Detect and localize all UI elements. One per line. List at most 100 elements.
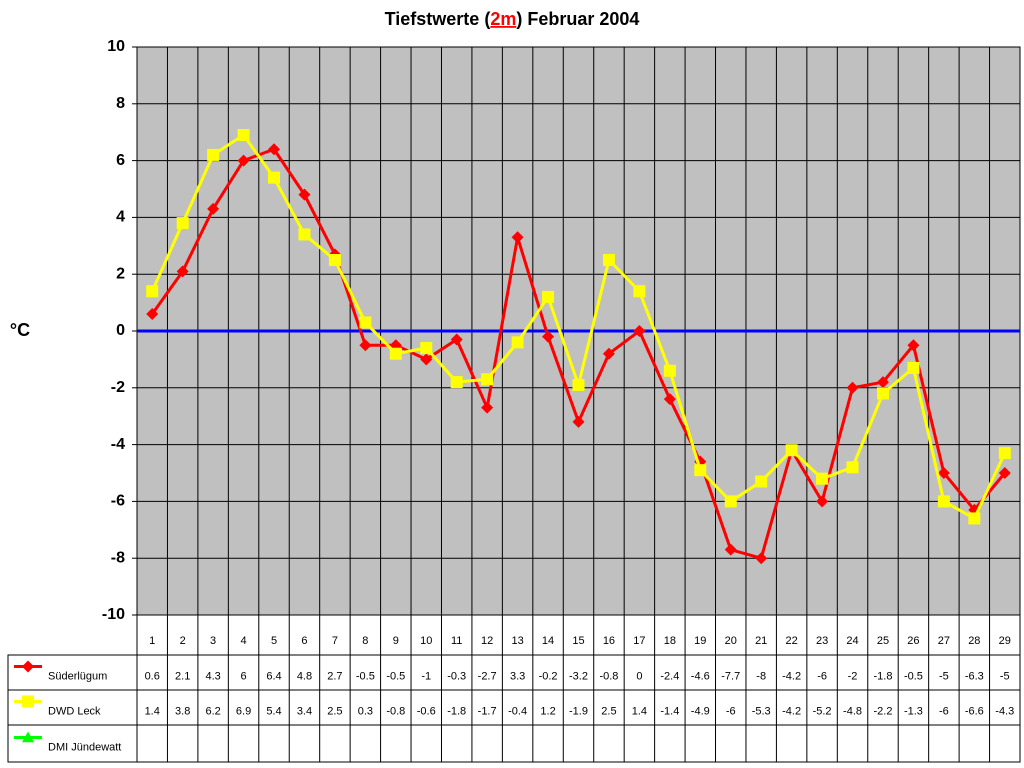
marker <box>724 495 737 508</box>
table-value: -8 <box>756 670 766 682</box>
table-value: -0.5 <box>904 670 923 682</box>
x-tick-label: 11 <box>451 635 462 647</box>
marker <box>755 552 768 565</box>
x-tick-label: 18 <box>664 635 676 647</box>
x-tick-label: 27 <box>938 635 950 647</box>
table-value: -0.6 <box>417 705 436 717</box>
marker <box>359 339 372 352</box>
legend-label: Süderlügum <box>48 670 107 682</box>
marker <box>511 336 524 349</box>
table-value: 6.9 <box>236 705 251 717</box>
table-value: 6.4 <box>266 670 281 682</box>
table-value: -6 <box>726 705 736 717</box>
table-value: 0.6 <box>145 670 160 682</box>
x-tick-label: 29 <box>999 635 1011 647</box>
table-value: 1.2 <box>540 705 555 717</box>
marker <box>724 543 737 556</box>
x-tick-label: 17 <box>633 635 645 647</box>
chart-title: Tiefstwerte (2m) Februar 2004 <box>385 9 640 29</box>
table-value: -5 <box>939 670 949 682</box>
marker <box>572 378 585 391</box>
marker <box>937 467 950 479</box>
table-value: 4.8 <box>297 670 312 682</box>
table-value: -0.4 <box>508 705 527 717</box>
marker <box>755 475 768 488</box>
table-value: -6.6 <box>965 705 984 717</box>
table-value: 2.7 <box>327 670 342 682</box>
table-value: -4.2 <box>782 670 801 682</box>
marker <box>237 129 250 142</box>
y-tick-label: 10 <box>107 38 125 55</box>
marker <box>481 373 494 386</box>
legend-marker <box>22 731 34 743</box>
table-value: -6 <box>939 705 949 717</box>
table-value: -4.9 <box>691 705 710 717</box>
marker <box>602 254 615 266</box>
marker <box>785 444 798 457</box>
marker <box>237 154 250 167</box>
x-tick-label: 20 <box>725 635 737 647</box>
marker <box>450 376 463 389</box>
marker <box>816 495 829 508</box>
marker <box>420 342 433 355</box>
table-value: -2.4 <box>660 670 679 682</box>
marker <box>207 148 220 161</box>
table-value: -1.4 <box>660 705 679 717</box>
table-value: -0.2 <box>539 670 558 682</box>
table-value: 0.3 <box>358 705 373 717</box>
marker <box>146 285 159 298</box>
table-value: -4.8 <box>843 705 862 717</box>
marker <box>420 353 433 366</box>
marker <box>389 347 402 360</box>
marker <box>694 464 707 477</box>
table-value: 3.4 <box>297 705 312 717</box>
x-tick-label: 1 <box>149 635 155 647</box>
table-value: 2.1 <box>175 670 190 682</box>
marker <box>542 330 555 343</box>
marker <box>450 333 463 346</box>
table-value: -0.5 <box>386 670 405 682</box>
marker <box>907 339 920 352</box>
marker <box>816 472 829 485</box>
table-value: 6.2 <box>205 705 220 717</box>
y-axis-label: °C <box>10 320 30 340</box>
marker <box>328 254 341 266</box>
table-value: -2 <box>848 670 858 682</box>
x-tick-label: 24 <box>846 635 858 647</box>
table-value: 6 <box>241 670 247 682</box>
marker <box>146 307 159 320</box>
table-value: 1.4 <box>145 705 160 717</box>
table-value: -0.8 <box>599 670 618 682</box>
marker <box>663 364 676 377</box>
marker <box>998 447 1011 460</box>
marker <box>876 376 889 389</box>
table-value: 3.3 <box>510 670 525 682</box>
table-value: -2.2 <box>873 705 892 717</box>
x-tick-label: 23 <box>816 635 828 647</box>
legend-marker <box>22 695 34 708</box>
marker <box>663 393 676 406</box>
marker <box>937 495 950 508</box>
marker <box>846 461 859 474</box>
table-value: 2.5 <box>601 705 616 717</box>
marker <box>176 217 189 230</box>
x-tick-label: 4 <box>241 635 247 647</box>
title-part: Tiefstwerte ( <box>385 9 491 29</box>
table-value: -5.3 <box>752 705 771 717</box>
y-tick-label: 8 <box>116 95 125 112</box>
table-value: -1 <box>421 670 431 682</box>
marker <box>298 188 311 201</box>
marker <box>602 347 615 360</box>
marker <box>481 401 494 414</box>
marker <box>998 467 1011 479</box>
x-tick-label: 13 <box>511 635 523 647</box>
marker <box>542 290 555 303</box>
x-tick-label: 2 <box>180 635 186 647</box>
x-tick-label: 16 <box>603 635 615 647</box>
marker <box>359 316 372 329</box>
table-value: -5.2 <box>813 705 832 717</box>
marker <box>572 415 585 428</box>
table-value: -0.8 <box>386 705 405 717</box>
